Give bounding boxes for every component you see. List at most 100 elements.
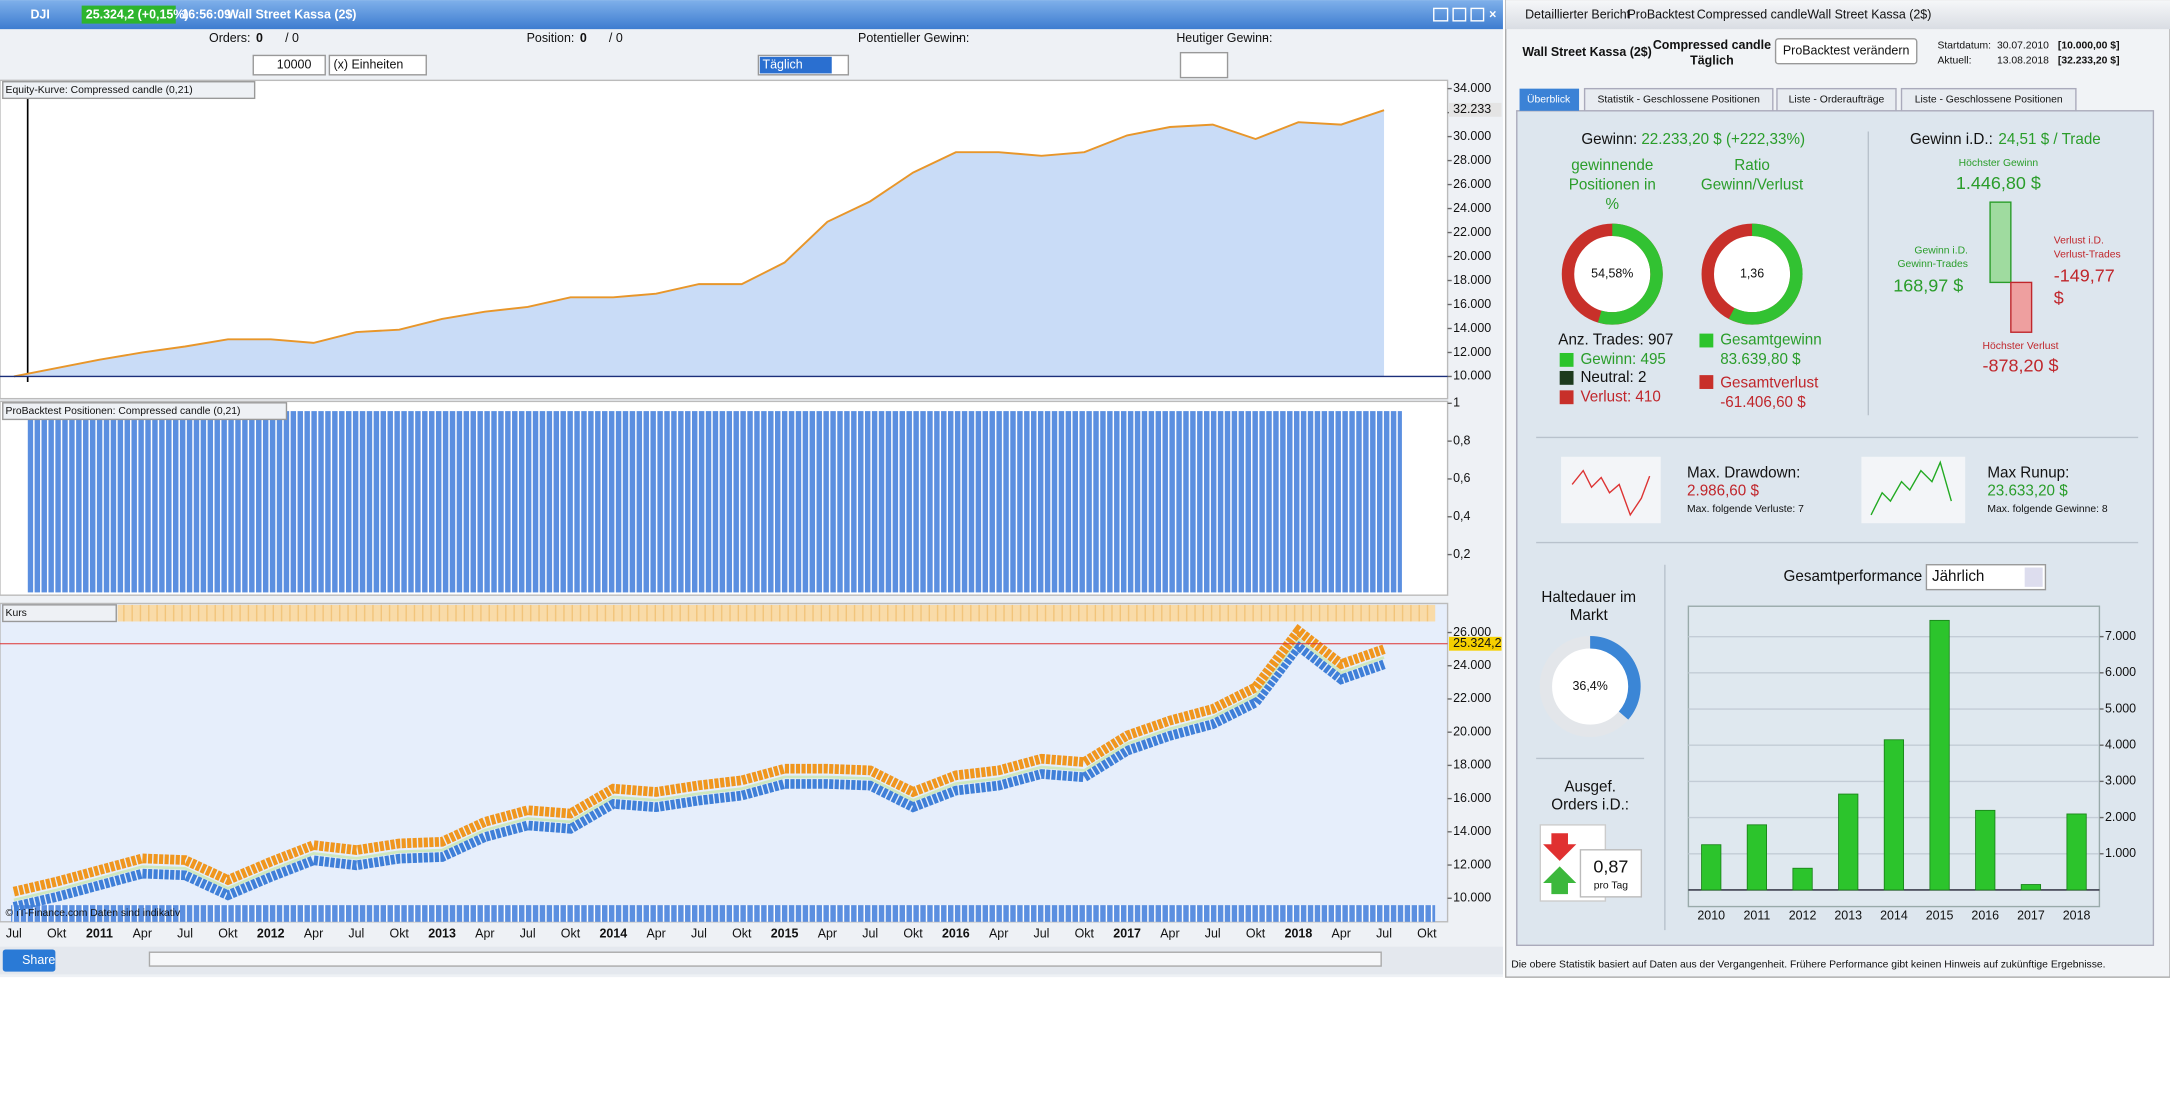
quantity-input[interactable]	[252, 54, 326, 76]
select-arrow[interactable]	[2024, 567, 2043, 587]
y-tick-label: 0,6	[1453, 471, 1470, 485]
orders-unit: pro Tag	[1594, 881, 1629, 892]
donut-arc	[1589, 635, 1641, 720]
orders-total: / 0	[285, 31, 299, 45]
x-tick-label: Apr	[1160, 927, 1179, 941]
avg-win-label: Gewinn-Trades	[1898, 259, 1968, 270]
chart-type-button[interactable]	[1179, 51, 1229, 79]
tab[interactable]: Liste - Orderaufträge	[1789, 94, 1885, 105]
x-tick-label: 2014	[599, 927, 627, 941]
footer: Die obere Statistik basiert auf Daten au…	[1511, 959, 2105, 970]
worst: -878,20 $	[1983, 356, 2059, 376]
x-tick-label: Apr	[989, 927, 1008, 941]
current-label: Aktuell:	[1938, 56, 1972, 67]
ratio-label: Ratio	[1734, 157, 1770, 174]
gross-loss-label: Gesamtverlust	[1720, 374, 1819, 391]
bar	[1746, 824, 1767, 891]
top-tab[interactable]: ProBacktest	[1628, 8, 1696, 22]
x-tick-label: Jul	[177, 927, 193, 941]
y-tick-label: 1.000	[2105, 846, 2136, 860]
x-tick-label: Apr	[304, 927, 323, 941]
potential: -	[958, 31, 962, 45]
last-value-label: 32.233	[1453, 102, 1491, 116]
avg-loss: -149,77	[2054, 266, 2115, 286]
runup-icon	[1861, 456, 1966, 524]
y-tick-label: 14.000	[1453, 824, 1491, 838]
window-button[interactable]	[1470, 7, 1485, 22]
loss-bar	[2010, 281, 2033, 333]
unit-select[interactable]	[328, 54, 427, 76]
x-tick-label: Jul	[520, 927, 536, 941]
indicator-strip	[117, 604, 1436, 622]
avg: 24,51 $ / Trade	[1998, 131, 2100, 148]
drawdown-label: Max. Drawdown:	[1687, 464, 1800, 481]
bar	[1883, 739, 1905, 891]
quote: 25.324,2 (+0,15%)	[86, 8, 189, 22]
price-panel	[0, 602, 1449, 923]
tab[interactable]: Überblick	[1527, 93, 1571, 105]
bar	[1838, 793, 1859, 891]
holding-label: Haltedauer im	[1541, 589, 1636, 606]
x-tick-label: Jul	[1205, 927, 1221, 941]
top-tab[interactable]: Compressed candle	[1697, 8, 1808, 22]
drawdown-note: Max. folgende Verluste: 7	[1687, 504, 1804, 515]
equity-area	[13, 110, 1385, 377]
donut-arc	[1597, 223, 1663, 325]
last-value-box	[1448, 636, 1502, 651]
window-button[interactable]	[1433, 7, 1449, 22]
y-tick-label: 26.000	[1453, 625, 1491, 639]
period-highlight	[759, 56, 832, 74]
y-tick-label: 18.000	[1453, 758, 1491, 772]
y-tick-label: 5.000	[2105, 701, 2136, 715]
equity-line	[13, 109, 1385, 378]
tab-box[interactable]	[1776, 87, 1897, 112]
window-button[interactable]	[1452, 7, 1467, 22]
profit-label: Gewinn:	[1581, 131, 1637, 148]
period: Täglich	[763, 57, 803, 71]
share-button[interactable]	[2, 949, 56, 972]
y-tick-label: 20.000	[1453, 249, 1491, 263]
winning-label: Positionen in	[1569, 177, 1656, 194]
y-tick-label: 7.000	[2105, 629, 2136, 643]
start-value: [10.000,00 $]	[2058, 40, 2120, 51]
share[interactable]: Share	[22, 953, 55, 967]
y-tick-label: 0,8	[1453, 433, 1470, 447]
x-tick-label: Apr	[646, 927, 665, 941]
x-tick-label: Okt	[1417, 927, 1437, 941]
start-date: 30.07.2010	[1997, 40, 2049, 51]
top-tab[interactable]: Detaillierter Bericht	[1525, 8, 1631, 22]
x-tick-label: Okt	[1246, 927, 1266, 941]
tab-box[interactable]	[1900, 87, 2077, 112]
legend-swatch	[1699, 375, 1714, 389]
worst-label: Höchster Verlust	[1983, 341, 2059, 352]
tab[interactable]: Statistik - Geschlossene Positionen	[1598, 94, 1761, 105]
top-tab[interactable]: Wall Street Kassa (2$)	[1807, 8, 1931, 22]
y-tick-label: 24.000	[1453, 201, 1491, 215]
close-button[interactable]: ×	[1489, 8, 1496, 22]
equity-label: Equity-Kurve: Compressed candle (0,21)	[6, 85, 193, 96]
y-tick-label: 3.000	[2105, 774, 2136, 788]
avg-win-label: Gewinn i.D.	[1914, 245, 1968, 256]
donut-label: 36,4%	[1572, 679, 1607, 693]
orders-box	[1579, 849, 1643, 898]
y-tick-label: 14.000	[1453, 321, 1491, 335]
time: 16:56:09	[181, 8, 231, 22]
holding-label: Markt	[1570, 607, 1609, 624]
drawdown-icon-line	[1571, 469, 1651, 517]
tab-box[interactable]	[1583, 87, 1774, 112]
scrollbar[interactable]	[148, 951, 1382, 967]
orders: 0	[256, 31, 263, 45]
tab[interactable]: Liste - Geschlossene Positionen	[1915, 94, 2063, 105]
x-tick-label: 2013	[1834, 909, 1862, 923]
y-tick-label: 22.000	[1453, 691, 1491, 705]
x-tick-label: Apr	[475, 927, 494, 941]
tab-active[interactable]	[1519, 88, 1580, 111]
avg-win: 168,97 $	[1893, 275, 1963, 295]
wins: Gewinn: 495	[1580, 351, 1665, 368]
symbol[interactable]: DJI	[30, 8, 49, 22]
modify-button[interactable]	[1774, 38, 1918, 65]
modify-button-label[interactable]: ProBacktest verändern	[1783, 44, 1910, 58]
last-value-label: 25.324,2	[1453, 636, 1501, 650]
